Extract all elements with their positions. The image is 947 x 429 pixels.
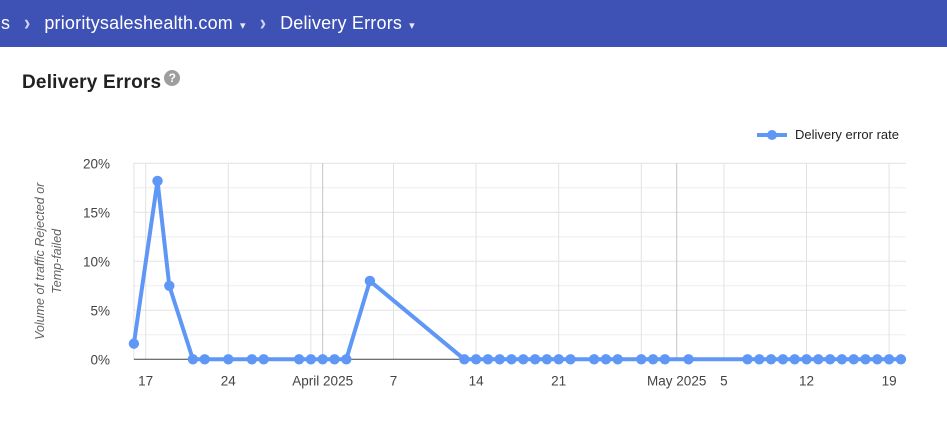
series-line [131,178,903,362]
help-icon[interactable]: ? [164,70,181,86]
data-point[interactable] [872,354,883,365]
x-tick-label: 24 [221,373,237,388]
x-tick-label: 21 [551,373,566,388]
data-point[interactable] [164,280,175,291]
header-bar: s › prioritysaleshealth.com ▾ › Delivery… [0,0,947,47]
breadcrumb-domain-label: prioritysaleshealth.com [44,13,234,33]
data-point[interactable] [553,354,564,365]
data-point[interactable] [777,354,789,365]
data-point[interactable] [883,354,895,365]
data-point[interactable] [636,354,647,365]
data-point[interactable] [187,354,199,365]
data-point[interactable] [801,354,812,365]
x-tick-label: 7 [390,373,398,388]
chevron-right-icon: › [259,10,267,35]
data-point[interactable] [765,354,777,365]
chart-legend: Delivery error rate [756,127,899,142]
data-point[interactable] [565,354,576,365]
legend-label: Delivery error rate [794,127,899,142]
x-tick-label: 19 [882,373,897,388]
data-point[interactable] [506,354,517,365]
breadcrumb-page-label: Delivery Errors [280,13,403,33]
data-point[interactable] [518,354,529,365]
data-point[interactable] [329,354,340,365]
legend-marker-icon [756,129,787,140]
data-point[interactable] [246,354,258,365]
y-tick-label: 10% [83,254,110,269]
data-point[interactable] [541,354,553,365]
data-point[interactable] [494,354,505,365]
title-row: Delivery Errors ? [22,70,181,94]
data-point[interactable] [860,354,871,365]
data-point[interactable] [258,354,269,365]
page-title: Delivery Errors [22,72,162,93]
data-point[interactable] [683,354,694,365]
data-point[interactable] [341,354,352,365]
data-point[interactable] [600,354,612,365]
data-point[interactable] [848,354,859,365]
data-point[interactable] [754,354,765,365]
y-tick-label: 5% [90,303,110,318]
data-point[interactable] [470,354,482,365]
x-tick-label: 14 [469,373,485,388]
data-point[interactable] [836,354,848,365]
data-point[interactable] [152,175,163,187]
chevron-right-icon: › [24,10,31,35]
data-point[interactable] [895,354,907,365]
data-point[interactable] [588,354,600,365]
data-point[interactable] [482,354,494,365]
data-point[interactable] [293,354,305,365]
caret-down-icon: ▾ [240,19,246,32]
x-tick-label: 5 [720,373,728,388]
breadcrumb-domain-dropdown[interactable]: prioritysaleshealth.com ▾ [44,13,245,34]
delivery-errors-chart: 17 24 April 2025 7 14 21 May 2025 5 12 19 0% 5% 10% 1… [33,156,907,388]
caret-down-icon: ▾ [409,19,415,32]
data-point[interactable] [199,354,210,365]
data-point[interactable] [659,354,671,365]
y-tick-label: 20% [83,156,110,171]
breadcrumb-truncated[interactable]: s [1,13,10,33]
chart: 17 24 April 2025 7 14 21 May 2025 5 12 19 0% 5% 10% 1… [0,130,947,420]
data-point[interactable] [789,354,800,365]
data-point[interactable] [459,354,470,365]
data-point[interactable] [128,338,140,349]
y-axis-title: Temp-failed [50,228,64,294]
data-point[interactable] [317,354,328,365]
x-tick-label: May 2025 [647,373,706,388]
data-point[interactable] [742,354,753,365]
breadcrumb-page-dropdown[interactable]: Delivery Errors ▾ [280,13,415,34]
x-tick-label: April 2025 [292,373,353,388]
y-tick-label: 15% [83,205,110,220]
y-axis-title: Volume of traffic Rejected or [33,182,47,340]
data-point[interactable] [364,275,376,287]
data-point[interactable] [813,354,824,365]
data-point[interactable] [305,354,317,365]
x-tick-label: 17 [138,373,153,388]
data-point[interactable] [647,354,659,365]
y-tick-label: 0% [90,352,110,367]
data-point[interactable] [529,354,541,365]
data-point[interactable] [824,354,836,365]
x-tick-label: 12 [799,373,814,388]
data-point[interactable] [223,354,234,365]
data-point[interactable] [612,354,623,365]
